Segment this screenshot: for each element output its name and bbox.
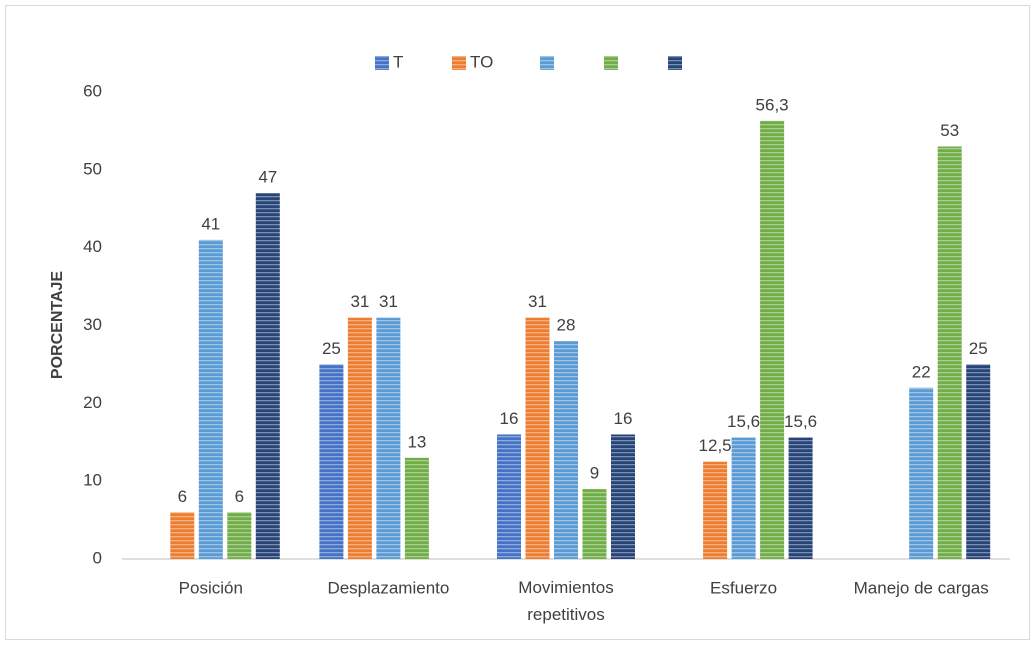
bar: [611, 434, 635, 559]
bar: [227, 512, 252, 559]
bar: [497, 434, 521, 559]
bar: [554, 341, 578, 559]
data-label: 31: [379, 292, 398, 311]
data-label: 15,6: [784, 412, 817, 431]
data-label: 31: [350, 292, 369, 311]
legend-swatch: [540, 56, 554, 70]
y-tick-label: 20: [83, 393, 102, 412]
x-tick-label: Posición: [179, 578, 243, 597]
bar: [703, 461, 728, 559]
data-label: 53: [940, 121, 959, 140]
legend-label: T: [393, 52, 403, 71]
data-label: 25: [322, 339, 341, 358]
data-label: 28: [557, 316, 576, 335]
y-tick-label: 50: [83, 159, 102, 178]
legend-swatch: [452, 56, 466, 70]
data-label: 9: [590, 463, 599, 482]
data-label: 41: [201, 214, 220, 233]
bar: [525, 317, 550, 559]
bar: [966, 364, 991, 559]
bar: [582, 488, 607, 559]
bar: [760, 120, 785, 559]
legend-label: TO: [470, 52, 493, 71]
y-tick-label: 10: [83, 471, 102, 490]
data-label: 6: [235, 487, 244, 506]
data-label: 15,6: [727, 412, 760, 431]
bar: [909, 387, 934, 559]
data-label: 6: [178, 487, 187, 506]
legend-swatch: [604, 56, 618, 70]
legend-swatch: [668, 56, 682, 70]
y-tick-label: 0: [93, 548, 102, 567]
data-label: 16: [614, 409, 633, 428]
data-label: 22: [912, 362, 931, 381]
x-tick-label: Movimientos repetitivos: [518, 578, 613, 624]
legend-swatch: [375, 56, 389, 70]
x-tick-label: Desplazamiento: [327, 578, 449, 597]
bar: [347, 317, 372, 559]
y-axis-label: PORCENTAJE: [49, 271, 66, 379]
bar: [937, 146, 962, 559]
bar: [255, 193, 280, 559]
data-label: 31: [528, 292, 547, 311]
bar: [731, 437, 756, 559]
y-tick-label: 30: [83, 315, 102, 334]
bar: [788, 437, 813, 559]
data-label: 12,5: [699, 436, 732, 455]
data-label: 13: [407, 432, 426, 451]
data-label: 47: [258, 168, 277, 187]
bar: [170, 512, 195, 559]
bar: [404, 457, 429, 559]
data-label: 56,3: [756, 95, 789, 114]
bar: [319, 364, 344, 559]
x-tick-label: Esfuerzo: [710, 578, 777, 597]
bar: [198, 239, 223, 559]
bar: [376, 317, 401, 559]
x-tick-label: Manejo de cargas: [854, 578, 989, 597]
data-label: 16: [500, 409, 519, 428]
y-tick-label: 60: [83, 81, 102, 100]
data-label: 25: [969, 339, 988, 358]
y-tick-label: 40: [83, 237, 102, 256]
